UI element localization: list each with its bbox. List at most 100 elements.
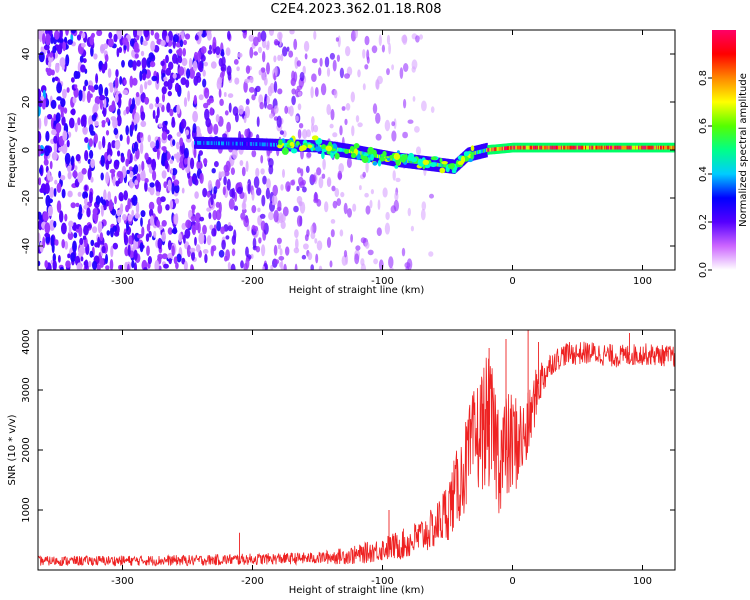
noise-cell — [282, 46, 288, 57]
signal-core — [216, 141, 219, 146]
signal-core — [225, 141, 227, 146]
noise-cell — [401, 34, 408, 44]
signal-core — [526, 145, 529, 150]
noise-cell — [392, 170, 396, 181]
signal-core — [440, 163, 443, 167]
noise-cell — [346, 157, 352, 168]
noise-cell — [44, 222, 51, 235]
signal-core — [549, 145, 552, 150]
signal-core — [609, 145, 611, 150]
noise-cell — [293, 38, 298, 51]
noise-cell — [102, 105, 107, 118]
noise-cell — [245, 257, 250, 269]
noise-cell — [206, 207, 212, 212]
noise-cell — [77, 191, 82, 197]
signal-knot — [321, 144, 327, 151]
signal-core — [565, 145, 567, 150]
noise-cell — [131, 260, 135, 269]
noise-cell — [55, 122, 62, 134]
noise-cell — [178, 66, 185, 76]
noise-cell — [96, 30, 103, 37]
noise-cell — [113, 127, 119, 136]
noise-cell — [156, 148, 160, 160]
noise-cell — [156, 71, 160, 84]
signal-core — [560, 145, 562, 150]
signal-core — [535, 145, 537, 150]
noise-cell — [315, 253, 319, 264]
noise-cell — [219, 98, 224, 106]
noise-cell — [114, 94, 119, 103]
noise-cell — [171, 116, 175, 124]
noise-cell — [255, 167, 260, 178]
signal-core — [223, 141, 225, 146]
signal-core — [242, 141, 245, 146]
signal-core — [486, 148, 488, 152]
noise-cell — [166, 102, 171, 113]
signal-core — [377, 154, 379, 159]
noise-cell — [280, 259, 284, 270]
noise-cell — [94, 120, 99, 127]
signal-core — [591, 145, 593, 150]
signal-core — [259, 142, 262, 147]
noise-cell — [332, 132, 338, 138]
signal-core — [203, 141, 205, 145]
signal-knot — [321, 151, 325, 160]
noise-cell — [47, 114, 53, 120]
noise-cell — [119, 76, 123, 85]
signal-core — [485, 148, 487, 153]
noise-cell — [378, 34, 382, 46]
signal-knot — [429, 162, 437, 168]
noise-cell — [318, 176, 324, 189]
noise-cell — [239, 160, 244, 166]
noise-cell — [57, 104, 61, 110]
noise-cell — [157, 237, 163, 250]
signal-core — [666, 145, 668, 150]
noise-cell — [105, 265, 110, 270]
noise-cell — [284, 105, 289, 114]
noise-cell — [135, 201, 140, 215]
signal-core — [651, 145, 654, 150]
noise-cell — [403, 98, 407, 109]
signal-core — [200, 141, 202, 145]
noise-cell — [208, 212, 212, 220]
noise-cell — [332, 200, 338, 209]
noise-cell — [157, 103, 163, 108]
noise-cell — [316, 167, 322, 176]
colorbar-tick-label: 0.0 — [698, 262, 709, 278]
noise-cell — [293, 205, 299, 213]
noise-cell — [84, 79, 89, 87]
noise-cell — [65, 260, 71, 269]
noise-cell — [115, 69, 119, 78]
noise-cell — [243, 80, 248, 93]
noise-cell — [58, 170, 62, 179]
noise-cell — [42, 211, 49, 222]
x-tick-label: -300 — [111, 276, 134, 287]
noise-cell — [99, 94, 106, 101]
signal-core — [264, 142, 267, 147]
signal-core — [673, 145, 675, 150]
noise-cell — [113, 33, 118, 43]
signal-core — [493, 147, 496, 152]
noise-cell — [326, 104, 332, 116]
noise-cell — [243, 216, 250, 228]
noise-cell — [285, 181, 291, 193]
signal-core — [254, 142, 256, 146]
signal-knot — [289, 141, 295, 147]
noise-cell — [75, 154, 81, 162]
noise-cell — [53, 187, 57, 197]
noise-cell — [157, 136, 161, 142]
noise-cell — [135, 94, 141, 106]
noise-cell — [70, 252, 76, 263]
noise-cell — [249, 46, 254, 59]
colorbar-tick-label: 0.6 — [698, 118, 709, 134]
signal-core — [211, 141, 214, 145]
noise-cell — [62, 88, 67, 99]
noise-cell — [274, 259, 280, 265]
signal-core — [613, 145, 615, 150]
noise-cell — [227, 93, 234, 98]
noise-cell — [84, 137, 89, 143]
noise-cell — [202, 249, 209, 254]
signal-knot — [344, 149, 350, 154]
noise-cell — [181, 57, 188, 67]
signal-core — [247, 142, 249, 146]
